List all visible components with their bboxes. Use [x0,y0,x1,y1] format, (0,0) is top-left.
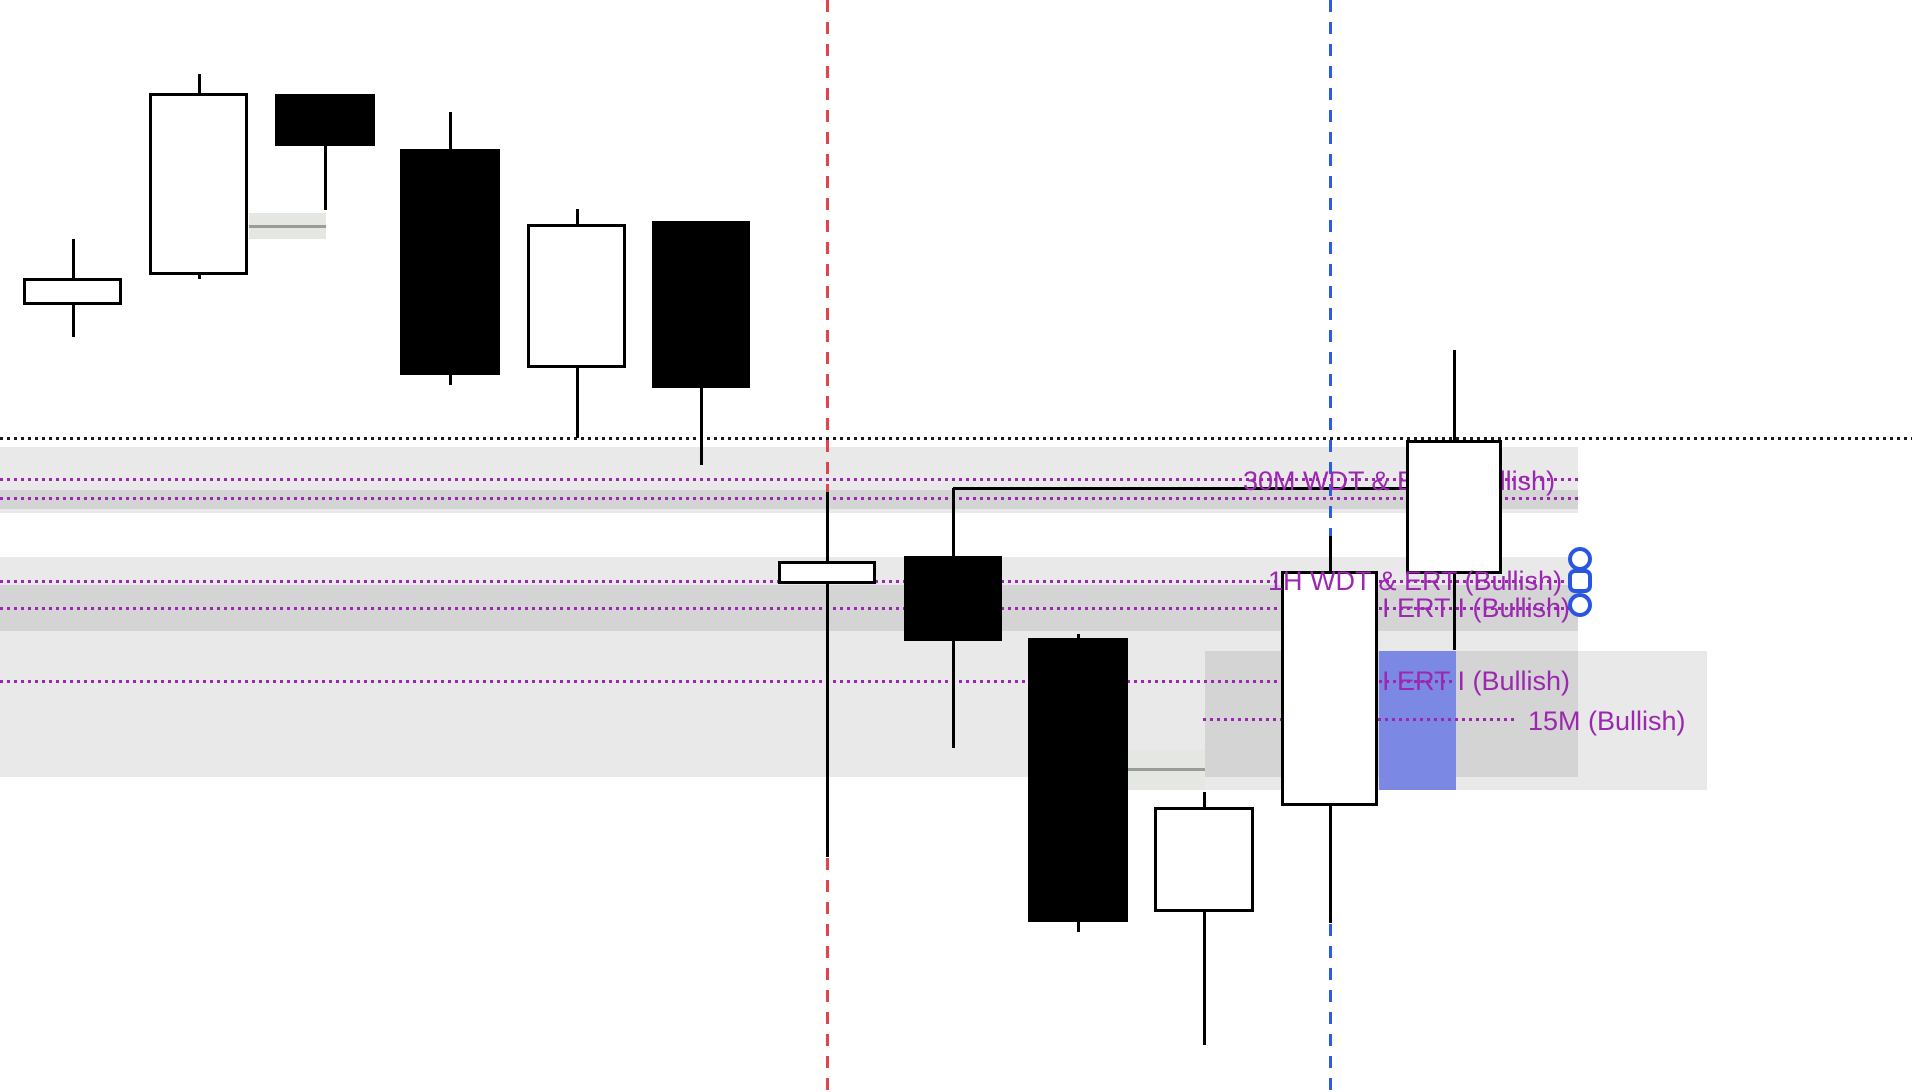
candle-body-2-up [149,93,248,275]
candle-body-6-down [652,221,750,388]
candle-body-5-up [527,224,626,368]
candle-body-8-down [904,556,1002,641]
candle-wick-10 [1203,792,1206,1045]
hline-purple-30m-upper [0,478,1578,481]
label-ert-bullish-lower: I ERT I (Bullish) [1382,666,1571,696]
marker-circle-3 [1568,593,1592,617]
hline-purple-1h-lower [0,607,1578,610]
hline-purple-30m-lower [0,497,1578,500]
label-15m-bullish: 15M (Bullish) [1528,706,1686,736]
candle-body-4-down [400,149,500,375]
label-1h-wdt-ert-bullish: 1H WDT & ERT (Bullish) [1268,566,1563,596]
candle-body-11-up [1281,571,1378,806]
candle-wick-7 [826,492,829,857]
candle-body-3-down [275,94,375,146]
hline-purple-ert [0,680,1455,683]
marker-circle-1 [1568,547,1592,571]
candle-wick-3 [324,94,327,210]
hline-top-dotted-black [0,437,1912,440]
candle-body-12-up [1406,440,1502,574]
label-30m-wdt-ert-bullish: 30M WDT & ERT (Bullish) [1243,466,1556,496]
gray-box-upper-line [249,225,326,228]
label-ert-bullish-upper: I ERT I (Bullish) [1382,593,1571,623]
hline-entry-solid-black [953,487,1455,490]
candle-body-1-up [23,278,122,305]
candle-body-9-down [1028,638,1128,922]
marker-rounded-square-2 [1568,569,1592,593]
gray-box-lower-line [1128,768,1205,771]
candle-body-7-up [778,561,876,584]
candle-body-10-up [1154,807,1254,912]
